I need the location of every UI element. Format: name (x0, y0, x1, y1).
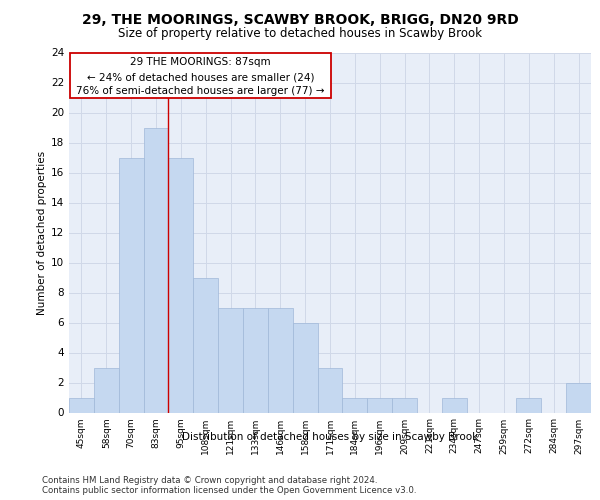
Bar (392, 398, 417, 412)
Bar (193, 278, 218, 412)
Bar (119, 158, 143, 412)
Bar (268, 308, 293, 412)
Text: Contains HM Land Registry data © Crown copyright and database right 2024.: Contains HM Land Registry data © Crown c… (42, 476, 377, 485)
Bar (169, 158, 193, 412)
Bar (218, 308, 243, 412)
Bar (343, 398, 367, 412)
FancyBboxPatch shape (70, 52, 331, 98)
Bar (293, 322, 317, 412)
Bar (317, 368, 343, 412)
Bar (143, 128, 169, 412)
Text: Size of property relative to detached houses in Scawby Brook: Size of property relative to detached ho… (118, 28, 482, 40)
Bar (517, 398, 541, 412)
Bar (243, 308, 268, 412)
Bar (367, 398, 392, 412)
Y-axis label: Number of detached properties: Number of detached properties (37, 150, 47, 314)
Text: ← 24% of detached houses are smaller (24): ← 24% of detached houses are smaller (24… (87, 72, 314, 82)
Bar (69, 398, 94, 412)
Bar (442, 398, 467, 412)
Bar (566, 382, 591, 412)
Text: Distribution of detached houses by size in Scawby Brook: Distribution of detached houses by size … (182, 432, 478, 442)
Text: 29 THE MOORINGS: 87sqm: 29 THE MOORINGS: 87sqm (130, 58, 271, 68)
Text: 29, THE MOORINGS, SCAWBY BROOK, BRIGG, DN20 9RD: 29, THE MOORINGS, SCAWBY BROOK, BRIGG, D… (82, 12, 518, 26)
Bar (94, 368, 119, 412)
Text: 76% of semi-detached houses are larger (77) →: 76% of semi-detached houses are larger (… (76, 86, 325, 96)
Text: Contains public sector information licensed under the Open Government Licence v3: Contains public sector information licen… (42, 486, 416, 495)
